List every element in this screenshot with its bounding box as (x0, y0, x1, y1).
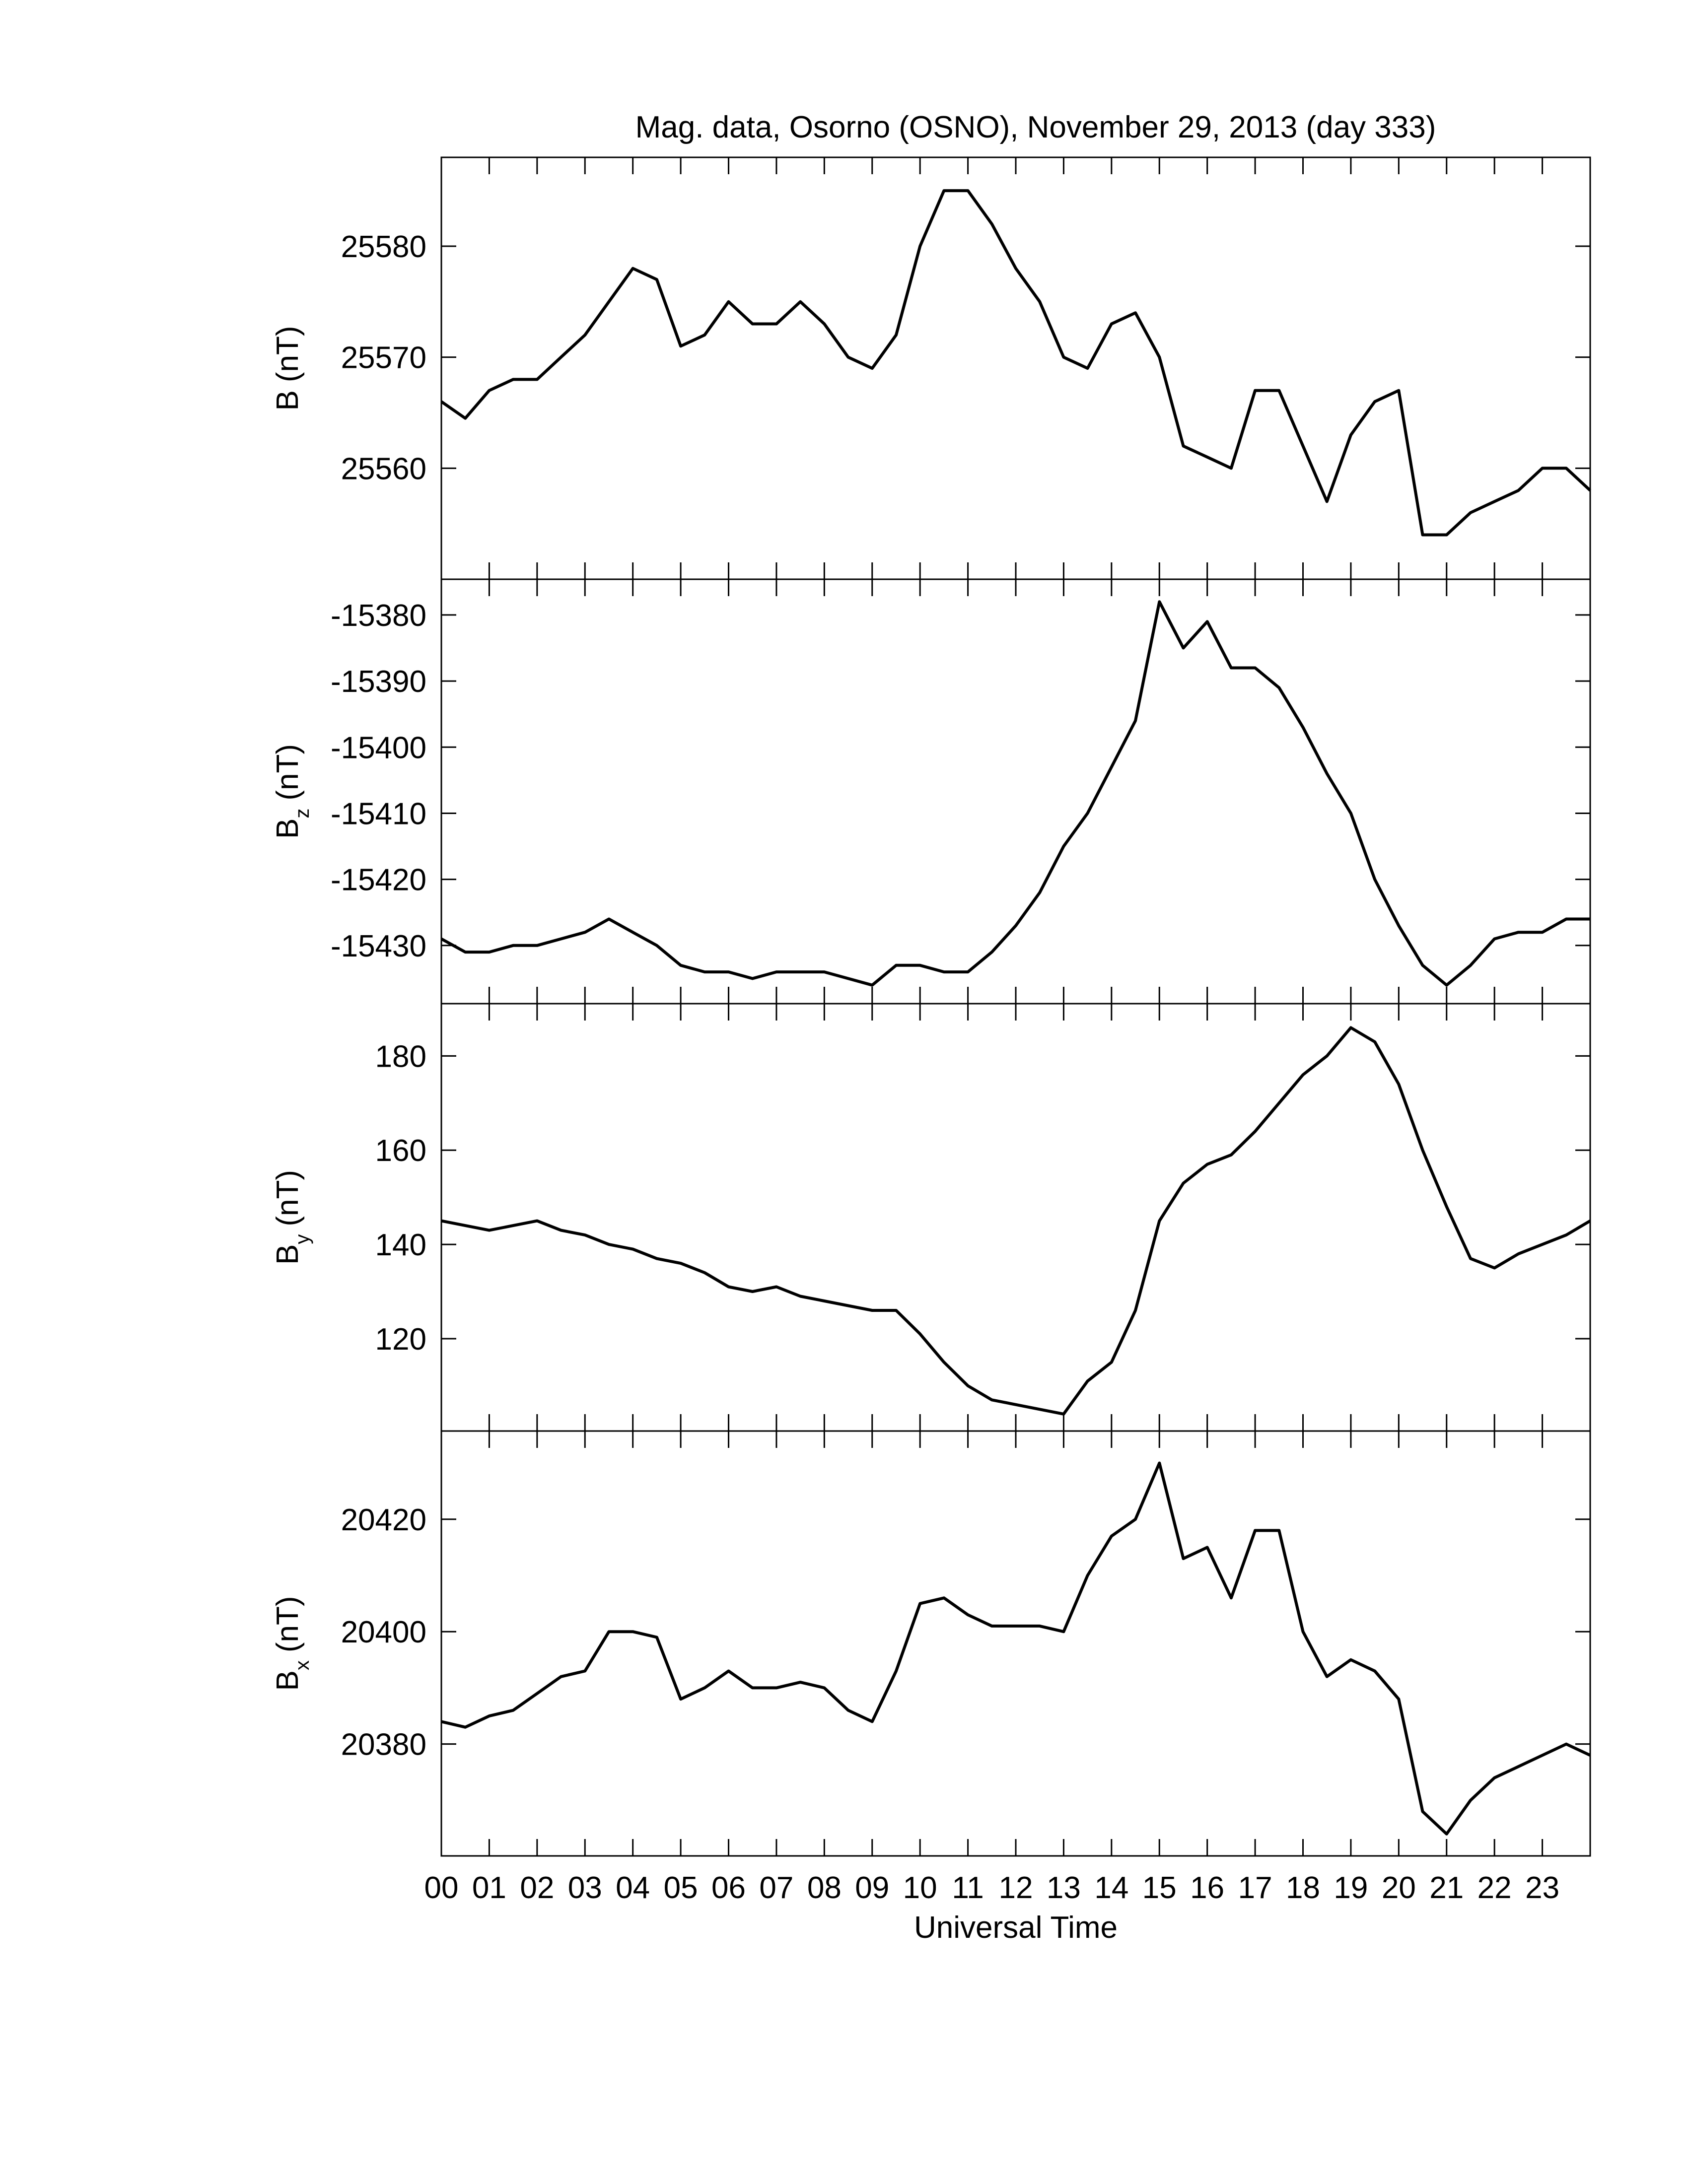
x-tick-label: 06 (711, 1871, 746, 1905)
x-tick-label: 21 (1429, 1871, 1464, 1905)
y-axis-label: By (nT) (271, 1170, 313, 1265)
x-tick-label: 12 (999, 1871, 1033, 1905)
x-tick-label: 14 (1094, 1871, 1128, 1905)
x-tick-label: 22 (1477, 1871, 1512, 1905)
y-tick-label: 20380 (341, 1728, 426, 1762)
y-axis-label-units: (nT) (271, 744, 305, 801)
data-line (441, 1026, 1591, 1416)
chart-title: Mag. data, Osorno (OSNO), November 29, 2… (635, 110, 1436, 144)
x-tick-label: 03 (568, 1871, 602, 1905)
x-tick-label: 11 (952, 1871, 984, 1905)
y-tick-label: -15400 (331, 731, 426, 765)
y-axis-label-main: B (271, 390, 305, 410)
x-tick-label: 10 (903, 1871, 937, 1905)
x-tick-label: 04 (616, 1871, 650, 1905)
y-tick-label: -15420 (331, 863, 426, 897)
x-tick-label: 01 (472, 1871, 506, 1905)
panel-frame (440, 156, 1591, 580)
y-tick-label: 20400 (341, 1615, 426, 1649)
y-tick-label: 140 (375, 1228, 426, 1262)
y-axis-label-subscript: x (291, 1660, 313, 1670)
data-line (440, 600, 1590, 987)
y-axis-label-main: B (271, 1244, 305, 1265)
y-axis-label-units: (nT) (271, 1170, 305, 1227)
data-line (440, 189, 1592, 537)
x-tick-label: 09 (855, 1871, 889, 1905)
x-tick-label: 18 (1286, 1871, 1320, 1905)
y-axis-label-units: (nT) (271, 326, 305, 382)
y-tick-label: -15380 (331, 599, 426, 633)
y-tick-label: 25580 (341, 230, 426, 264)
x-tick-label: 15 (1142, 1871, 1177, 1905)
y-tick-label: 25570 (341, 341, 426, 375)
y-tick-label: 160 (375, 1134, 426, 1168)
y-axis-label: Bz (nT) (271, 744, 313, 839)
x-tick-label: 07 (759, 1871, 793, 1905)
x-axis-label: Universal Time (914, 1911, 1118, 1945)
y-axis-label-subscript: y (291, 1234, 313, 1244)
y-tick-label: -15390 (331, 665, 426, 699)
x-tick-label: 05 (664, 1871, 698, 1905)
x-tick-label: 19 (1334, 1871, 1368, 1905)
y-tick-label: 20420 (341, 1503, 426, 1537)
x-tick-label: 00 (424, 1871, 459, 1905)
x-tick-label: 17 (1238, 1871, 1272, 1905)
x-tick-label: 13 (1047, 1871, 1081, 1905)
x-tick-label: 20 (1382, 1871, 1416, 1905)
y-axis-label-units: (nT) (271, 1596, 305, 1652)
x-tick-label: 08 (807, 1871, 842, 1905)
y-axis-label: Bx (nT) (271, 1596, 313, 1691)
x-tick-label: 23 (1525, 1871, 1559, 1905)
y-axis-label-subscript: z (291, 809, 313, 819)
y-axis-label-main: B (271, 819, 305, 839)
data-line (441, 1461, 1591, 1836)
y-tick-label: -15410 (331, 797, 426, 831)
y-tick-label: 180 (375, 1039, 426, 1074)
y-tick-label: 120 (375, 1322, 426, 1357)
panel-frame (440, 1003, 1591, 1432)
y-tick-label: -15430 (331, 929, 426, 963)
y-axis-label-main: B (271, 1670, 305, 1691)
y-axis-label: B (nT) (271, 326, 305, 410)
x-tick-label: 16 (1190, 1871, 1224, 1905)
panel-frame (440, 578, 1591, 1005)
y-tick-label: 25560 (341, 452, 426, 486)
x-tick-label: 02 (520, 1871, 554, 1905)
